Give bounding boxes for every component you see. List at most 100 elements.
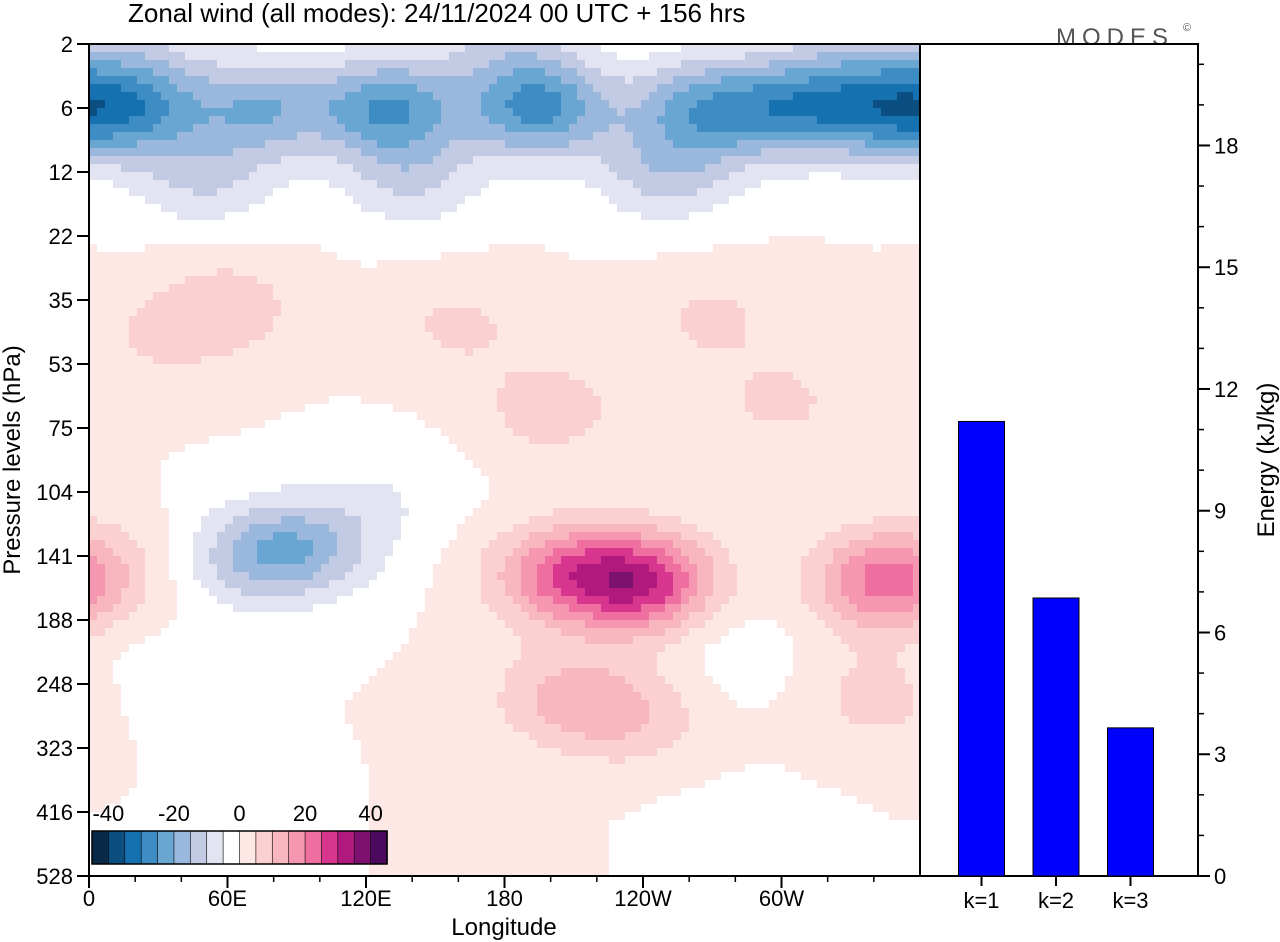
heatmap-cell <box>281 156 290 165</box>
heatmap-cell <box>881 300 890 309</box>
heatmap-cell <box>785 156 794 165</box>
heatmap-cell <box>209 244 218 253</box>
heatmap-cell <box>313 268 322 277</box>
heatmap-cell <box>753 372 762 381</box>
heatmap-cell <box>257 164 266 173</box>
heatmap-cell <box>233 52 242 61</box>
heatmap-cell <box>577 388 586 397</box>
heatmap-cell <box>329 396 338 405</box>
heatmap-cell <box>489 44 498 53</box>
heatmap-cell <box>889 268 898 277</box>
heatmap-cell <box>297 84 306 93</box>
heatmap-cell <box>569 244 578 253</box>
heatmap-cell <box>809 252 818 261</box>
heatmap-cell <box>193 420 202 429</box>
heatmap-cell <box>897 204 906 213</box>
heatmap-cell <box>713 292 722 301</box>
heatmap-cell <box>353 308 362 317</box>
heatmap-cell <box>577 236 586 245</box>
heatmap-cell <box>369 372 378 381</box>
heatmap-cell <box>401 388 410 397</box>
heatmap-cell <box>617 292 626 301</box>
heatmap-cell <box>385 396 394 405</box>
heatmap-cell <box>849 284 858 293</box>
heatmap-cell <box>513 188 522 197</box>
heatmap-cell <box>441 380 450 389</box>
heatmap-cell <box>697 116 706 125</box>
heatmap-cell <box>553 60 562 69</box>
heatmap-cell <box>169 340 178 349</box>
heatmap-cell <box>281 284 290 293</box>
heatmap-cell <box>857 372 866 381</box>
heatmap-cell <box>209 348 218 357</box>
heatmap-cell <box>169 292 178 301</box>
heatmap-cell <box>609 52 618 61</box>
heatmap-cell <box>409 380 418 389</box>
heatmap-cell <box>529 220 538 229</box>
heatmap-cell <box>161 172 170 181</box>
heatmap-cell <box>417 212 426 221</box>
heatmap-cell <box>89 116 98 125</box>
heatmap-cell <box>881 292 890 301</box>
heatmap-cell <box>153 252 162 261</box>
heatmap-cell <box>537 204 546 213</box>
heatmap-cell <box>753 356 762 365</box>
heatmap-cell <box>129 340 138 349</box>
heatmap-cell <box>209 180 218 189</box>
heatmap-cell <box>913 140 920 149</box>
heatmap-cell <box>561 356 570 365</box>
heatmap-cell <box>521 212 530 221</box>
heatmap-cell <box>609 420 618 429</box>
heatmap-cell <box>769 188 778 197</box>
heatmap-cell <box>665 84 674 93</box>
heatmap-cell <box>761 300 770 309</box>
heatmap-cell <box>401 244 410 253</box>
heatmap-cell <box>585 268 594 277</box>
heatmap-cell <box>193 140 202 149</box>
heatmap-cell <box>265 100 274 109</box>
heatmap-cell <box>657 300 666 309</box>
heatmap-cell <box>905 60 914 69</box>
heatmap-cell <box>601 244 610 253</box>
heatmap-cell <box>313 140 322 149</box>
heatmap-cell <box>137 116 146 125</box>
heatmap-cell <box>793 196 802 205</box>
heatmap-cell <box>377 148 386 157</box>
heatmap-cell <box>161 124 170 133</box>
heatmap-cell <box>777 92 786 101</box>
heatmap-cell <box>145 380 154 389</box>
heatmap-cell <box>265 44 274 53</box>
heatmap-cell <box>449 140 458 149</box>
heatmap-cell <box>681 148 690 157</box>
heatmap-cell <box>833 412 842 421</box>
heatmap-cell <box>657 116 666 125</box>
heatmap-cell <box>569 108 578 117</box>
heatmap-cell <box>569 220 578 229</box>
heatmap-cell <box>121 300 130 309</box>
heatmap-cell <box>601 388 610 397</box>
heatmap-cell <box>137 204 146 213</box>
heatmap-cell <box>769 292 778 301</box>
heatmap-cell <box>873 388 882 397</box>
heatmap-cell <box>729 244 738 253</box>
heatmap-cell <box>113 236 122 245</box>
heatmap-cell <box>513 44 522 53</box>
heatmap-cell <box>545 252 554 261</box>
heatmap-cell <box>297 188 306 197</box>
heatmap-cell <box>169 132 178 141</box>
heatmap-cell <box>569 324 578 333</box>
heatmap-cell <box>505 396 514 405</box>
heatmap-cell <box>785 220 794 229</box>
heatmap-cell <box>537 260 546 269</box>
heatmap-cell <box>249 52 258 61</box>
heatmap-cell <box>217 396 226 405</box>
heatmap-cell <box>137 68 146 77</box>
heatmap-cell <box>769 84 778 93</box>
heatmap-cell <box>681 68 690 77</box>
heatmap-cell <box>257 108 266 117</box>
heatmap-cell <box>553 252 562 261</box>
heatmap-cell <box>889 116 898 125</box>
heatmap-cell <box>169 268 178 277</box>
heatmap-cell <box>185 76 194 85</box>
heatmap-cell <box>593 220 602 229</box>
